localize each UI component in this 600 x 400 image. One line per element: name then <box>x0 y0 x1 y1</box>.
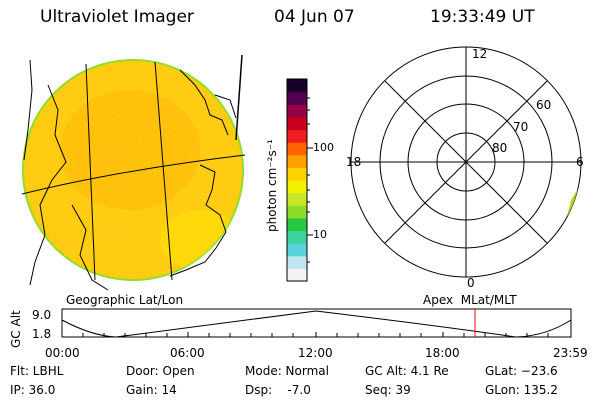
mlt-label-6: 6 <box>576 155 584 169</box>
ip-value: IP: 36.0 <box>10 383 56 397</box>
colorbar-tick-100: 100 <box>313 141 334 154</box>
colorbar-segment <box>287 129 307 143</box>
glat-value: GLat: −23.6 <box>485 364 558 378</box>
globe-image <box>21 54 246 291</box>
coastline-lines <box>23 59 237 291</box>
colorbar-segment <box>287 217 307 232</box>
colorbar-segment <box>287 104 307 118</box>
filter-value: Flt: LBHL <box>10 364 64 378</box>
altitude-x-ticks <box>82 332 549 337</box>
mlt-label-12: 12 <box>472 47 488 61</box>
mlt-label-0: 0 <box>467 276 475 290</box>
colorbar-segment <box>287 192 307 206</box>
colorbar-segment <box>287 142 307 156</box>
altitude-xtick-1200: 12:00 <box>298 346 333 360</box>
colorbar-segment <box>287 91 307 105</box>
colorbar-segment <box>287 255 307 269</box>
mlat-label-80: 80 <box>492 141 508 155</box>
colorbar-segment <box>287 180 307 194</box>
mlat-label-70: 70 <box>513 120 529 134</box>
dsp-value: Dsp: -7.0 <box>245 383 311 397</box>
altitude-xtick-0000: 00:00 <box>45 346 80 360</box>
altitude-ytick-min: 1.8 <box>32 327 52 341</box>
instrument-title: Ultraviolet Imager <box>40 7 194 27</box>
altitude-plot <box>61 308 572 338</box>
mlat-label-60: 60 <box>536 98 552 112</box>
apex-label: Apex MLat/MLT <box>423 293 517 307</box>
glon-value: GLon: 135.2 <box>485 383 558 397</box>
colorbar-segment <box>287 230 307 244</box>
altitude-curve <box>61 310 572 338</box>
lat-lon-grid <box>21 61 246 281</box>
colorbar-segment <box>287 79 307 93</box>
gc-alt-value: GC Alt: 4.1 Re <box>365 364 449 378</box>
colorbar-segment <box>287 205 307 219</box>
altitude-ylabel: GC Alt <box>9 310 23 348</box>
gain-value: Gain: 14 <box>126 383 177 397</box>
altitude-xtick-1800: 18:00 <box>425 346 460 360</box>
mode-value: Mode: Normal <box>245 364 329 378</box>
colorbar-segment <box>287 154 307 168</box>
colorbar <box>286 78 313 282</box>
colorbar-ticks <box>307 97 313 263</box>
polar-plot <box>350 46 582 278</box>
door-value: Door: Open <box>126 364 195 378</box>
altitude-ytick-max: 9.0 <box>32 308 52 322</box>
altitude-xtick-2359: 23:59 <box>553 346 588 360</box>
altitude-xtick-0600: 06:00 <box>170 346 205 360</box>
colorbar-tick-10: 10 <box>313 228 327 241</box>
seq-value: Seq: 39 <box>365 383 411 397</box>
date-label: 04 Jun 07 <box>274 7 355 27</box>
colorbar-segment <box>287 116 307 131</box>
geographic-label: Geographic Lat/Lon <box>66 293 184 307</box>
colorbar-segment <box>287 167 307 181</box>
time-label: 19:33:49 UT <box>430 7 535 27</box>
colorbar-segment <box>287 268 307 282</box>
colorbar-segment <box>287 243 307 257</box>
mlt-label-18: 18 <box>346 155 362 169</box>
outside-coastline <box>235 54 243 141</box>
colorbar-unit-label: photon cm⁻²s⁻¹ <box>265 139 279 232</box>
